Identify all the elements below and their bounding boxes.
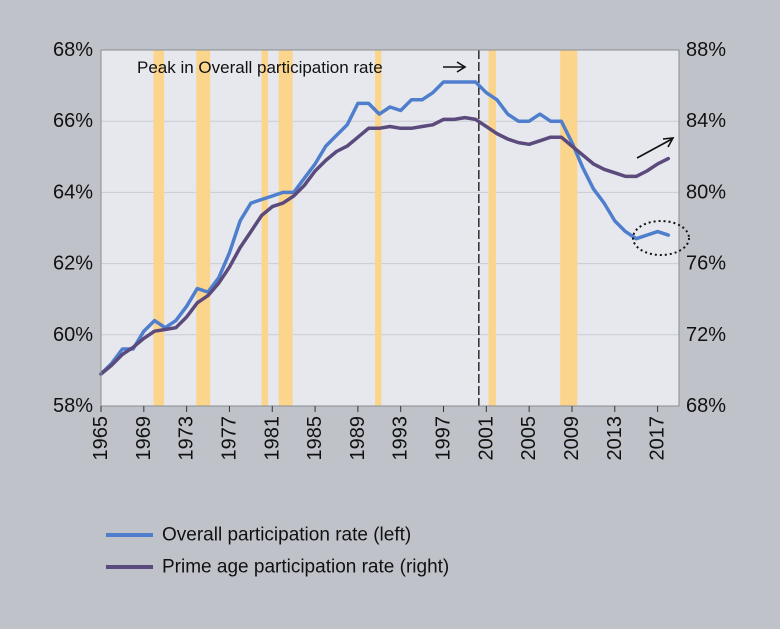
legend: Overall participation rate (left) Prime a… bbox=[106, 525, 449, 578]
plot-frame bbox=[100, 49, 680, 407]
x-tick-label: 1973 bbox=[176, 416, 198, 461]
x-tick-label: 1981 bbox=[261, 416, 283, 461]
x-axis: 1965 1969 1973 1977 1981 1985 1989 1993 1997 2001… bbox=[90, 406, 669, 461]
recession-band bbox=[153, 50, 165, 406]
y-axis-right: 68% 72% 76% 80% 84% 88% bbox=[686, 39, 726, 417]
y-right-tick-label: 80% bbox=[686, 181, 726, 203]
recession-band bbox=[196, 50, 211, 406]
x-tick-label: 1985 bbox=[304, 416, 326, 461]
x-tick-label: 2017 bbox=[647, 416, 669, 461]
x-tick-label: 1997 bbox=[433, 416, 455, 461]
peak-annotation-arrowhead bbox=[456, 61, 467, 73]
recession-band bbox=[261, 50, 268, 406]
x-tick-label: 1969 bbox=[133, 416, 155, 461]
y-left-tick-label: 66% bbox=[53, 110, 93, 132]
y-left-tick-label: 62% bbox=[53, 253, 93, 275]
x-tick-label: 2009 bbox=[561, 416, 583, 461]
x-tick-label: 1993 bbox=[390, 416, 412, 461]
recession-band bbox=[375, 50, 382, 406]
x-tick-label: 2005 bbox=[518, 416, 540, 461]
peak-annotation: Peak in Overall participation rate bbox=[137, 58, 383, 77]
x-tick-label: 1989 bbox=[347, 416, 369, 461]
y-axis-left: 58% 60% 62% 64% 66% 68% bbox=[53, 39, 93, 417]
y-right-tick-label: 76% bbox=[686, 253, 726, 275]
recession-bands bbox=[153, 50, 578, 406]
plot-background bbox=[101, 50, 679, 406]
x-tick-label: 1965 bbox=[90, 416, 112, 461]
uptrend-arrowhead bbox=[662, 137, 675, 148]
recent-flat-highlight bbox=[632, 220, 690, 256]
series-line bbox=[99, 115, 671, 376]
y-right-tick-label: 84% bbox=[686, 110, 726, 132]
recession-band bbox=[560, 50, 578, 406]
series-lines bbox=[99, 80, 671, 376]
y-left-tick-label: 68% bbox=[53, 39, 93, 61]
x-tick-label: 1977 bbox=[218, 416, 240, 461]
y-left-tick-label: 60% bbox=[53, 324, 93, 346]
legend-label: Prime age participation rate (right) bbox=[162, 557, 449, 578]
uptrend-arrow bbox=[636, 138, 673, 159]
recession-band bbox=[488, 50, 496, 406]
x-tick-label: 2013 bbox=[604, 416, 626, 461]
x-tick-label: 2001 bbox=[475, 416, 497, 461]
y-left-tick-label: 58% bbox=[53, 395, 93, 417]
y-right-tick-label: 68% bbox=[686, 395, 726, 417]
recession-band bbox=[278, 50, 293, 406]
y-right-tick-label: 88% bbox=[686, 39, 726, 61]
legend-label: Overall participation rate (left) bbox=[162, 525, 411, 546]
y-left-tick-label: 64% bbox=[53, 181, 93, 203]
y-right-tick-label: 72% bbox=[686, 324, 726, 346]
